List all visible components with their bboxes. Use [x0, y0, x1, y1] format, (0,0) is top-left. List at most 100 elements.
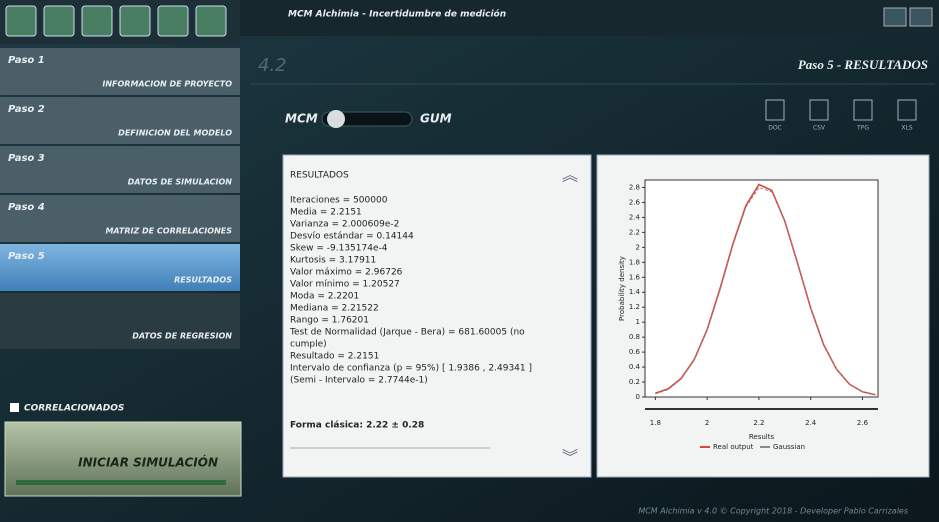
checkbox[interactable]	[10, 403, 19, 412]
results-lines: Iteraciones = 500000 Media = 2.2151 Varian…	[289, 196, 532, 386]
results-line: Rango = 1.76201	[290, 316, 369, 326]
y-tick-label: 2	[636, 243, 640, 251]
step-label: Paso 4	[8, 202, 45, 213]
y-axis-label: Probability density	[618, 256, 626, 321]
version: 4.2	[258, 55, 287, 76]
results-line: Mediana = 2.21522	[290, 304, 379, 314]
results-line: Media = 2.2151	[290, 208, 362, 218]
results-line: Skew = -9.135174e-4	[290, 244, 388, 254]
footer: MCM Alchimia v 4.0 © Copyright 2018 - De…	[638, 507, 908, 516]
results-line: Kurtosis = 3.17911	[290, 256, 376, 266]
step-row[interactable]	[0, 293, 240, 349]
results-line: Desvío estándar = 0.14144	[290, 232, 414, 242]
results-line: Valor máximo = 2.96726	[290, 268, 403, 278]
x-tick-label: 2.6	[857, 419, 869, 427]
scroll-down[interactable]: ︾	[562, 448, 578, 467]
step-description: DATOS DE SIMULACION	[128, 178, 233, 187]
legend-label: Gaussian	[773, 443, 805, 451]
step-row[interactable]	[0, 48, 240, 95]
step-description: MATRIZ DE CORRELACIONES	[105, 227, 232, 236]
step-description: DEFINICION DEL MODELO	[118, 129, 232, 138]
results-pane	[282, 154, 592, 478]
export-icon[interactable]	[765, 99, 785, 121]
classic-form: Forma clásica: 2.22 ± 0.28	[290, 421, 424, 431]
y-tick-label: 2.6	[629, 198, 641, 206]
y-tick-label: 0.4	[629, 363, 641, 371]
step-description: RESULTADOS	[174, 276, 232, 285]
export-label: DOC	[768, 125, 782, 132]
start-button-label: INICIAR SIMULACIÓN	[78, 455, 218, 470]
y-tick-label: 1.2	[629, 303, 640, 311]
export-label: XLS	[901, 125, 912, 132]
step-row[interactable]	[0, 97, 240, 144]
y-tick-label: 1.4	[629, 288, 641, 296]
step-list: Paso 1 INFORMACION DE PROYECTO Paso 2 DEFIN…	[0, 48, 240, 349]
y-tick-label: 0.2	[629, 378, 640, 386]
x-tick-label: 1.8	[650, 419, 661, 427]
progress-bar	[16, 480, 226, 485]
step-label: Paso 2	[8, 104, 45, 115]
results-title: RESULTADOS	[290, 171, 349, 181]
results-line: Resultado = 2.2151	[290, 352, 379, 362]
step-label: Paso 5	[8, 251, 45, 262]
export-label: CSV	[813, 125, 826, 132]
y-tick-label: 1.8	[629, 258, 640, 266]
window-title: MCM Alchimia - Incertidumbre de medición	[288, 9, 506, 20]
y-tick-label: 2.2	[629, 228, 640, 236]
x-axis-label: Results	[749, 433, 775, 441]
export-icon[interactable]	[809, 99, 829, 121]
toggle[interactable]	[321, 111, 413, 127]
checkbox-label: CORRELACIONADOS	[24, 404, 124, 414]
results-line: Varianza = 2.000609e-2	[290, 220, 399, 230]
toolbar-buttons	[5, 5, 227, 37]
step-label: Paso 1	[8, 55, 45, 66]
step-header: Paso 5 - RESULTADOS	[798, 57, 928, 72]
open-button[interactable]	[81, 5, 113, 37]
y-tick-label: 1	[636, 318, 640, 326]
chart: 0 0.2 0.4 0.6 0.8 1 1.2 1.4 1.6 1.8 2 2.2 2.4 2.6 2.8 1…	[618, 179, 879, 451]
copy-button[interactable]	[157, 5, 189, 37]
results-line: Test de Normalidad (Jarque - Bera) = 681…	[289, 328, 525, 338]
extra-step-label: DATOS DE REGRESION	[132, 332, 232, 341]
step-label: Paso 3	[8, 153, 45, 164]
results-line: Intervalo de confianza (p = 95%) [ 1.938…	[290, 364, 532, 374]
toggle-right: GUM	[420, 112, 452, 126]
print-button[interactable]	[119, 5, 151, 37]
export-icon[interactable]	[897, 99, 917, 121]
y-tick-label: 0.6	[629, 348, 641, 356]
close-button[interactable]	[909, 7, 933, 27]
info-button[interactable]	[195, 5, 227, 37]
legend-label: Real output	[713, 443, 754, 451]
y-tick-label: 1.6	[629, 273, 641, 281]
x-tick-label: 2.4	[805, 419, 817, 427]
step-row[interactable]	[0, 195, 240, 242]
save-as-button[interactable]	[43, 5, 75, 37]
y-tick-label: 0.8	[629, 333, 640, 341]
export-label: TPG	[856, 125, 869, 132]
results-line: cumple)	[290, 340, 327, 350]
y-tick-label: 0	[636, 393, 640, 401]
step-description: INFORMACION DE PROYECTO	[102, 80, 232, 89]
toggle-knob	[327, 110, 345, 128]
toggle-left: MCM	[285, 112, 318, 126]
series-line	[655, 186, 876, 396]
y-tick-label: 2.8	[629, 183, 640, 191]
title-bar	[240, 0, 939, 36]
results-line: Moda = 2.2201	[290, 292, 359, 302]
x-tick-label: 2	[705, 419, 709, 427]
results-line: Iteraciones = 500000	[290, 196, 388, 206]
export-buttons: DOC CSV TPG XLS	[765, 99, 917, 132]
step-row[interactable]	[0, 146, 240, 193]
scroll-up[interactable]: ︽	[562, 166, 578, 185]
help-button[interactable]	[883, 7, 907, 27]
y-tick-label: 2.4	[629, 213, 641, 221]
export-icon[interactable]	[853, 99, 873, 121]
results-line: Valor mínimo = 1.20527	[290, 280, 400, 290]
results-line: (Semi - Intervalo = 2.7744e-1)	[290, 376, 428, 386]
series-line	[655, 183, 876, 396]
plot-area	[644, 179, 879, 398]
save-button[interactable]	[5, 5, 37, 37]
step-row[interactable]	[0, 244, 240, 291]
